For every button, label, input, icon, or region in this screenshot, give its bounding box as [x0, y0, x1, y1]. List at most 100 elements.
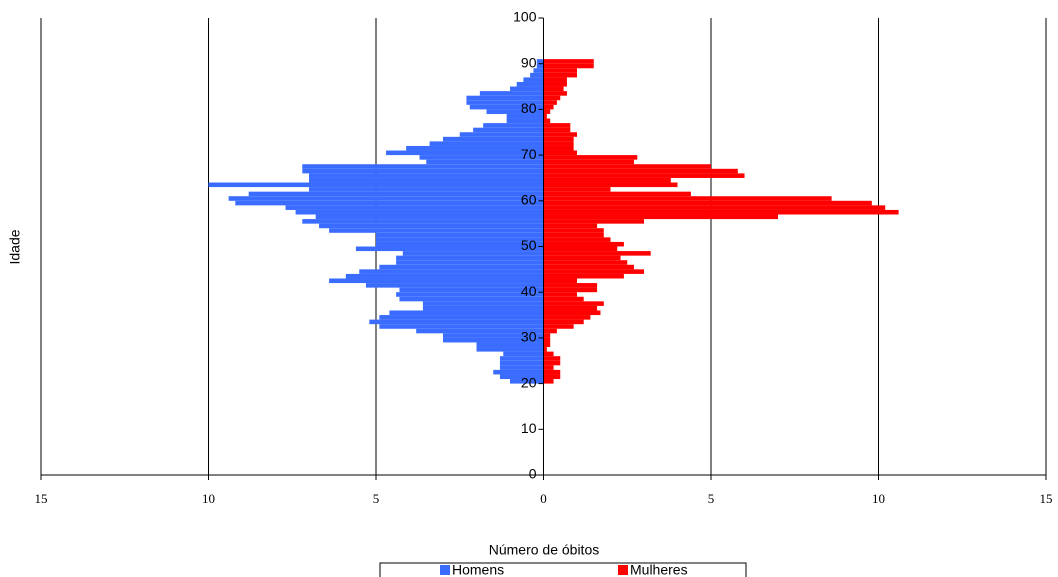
bar: [319, 223, 544, 229]
x-tick-label: 0: [540, 491, 547, 506]
x-tick-label: 5: [373, 491, 380, 506]
bar: [302, 219, 544, 224]
bar: [543, 72, 577, 78]
bar: [543, 95, 561, 101]
bar: [315, 214, 544, 220]
bar: [543, 264, 634, 270]
bar: [443, 333, 544, 338]
legend-swatch: [618, 565, 628, 575]
bar: [543, 173, 745, 178]
bar: [543, 91, 567, 96]
bar: [506, 113, 544, 119]
y-tick-label: 90: [521, 54, 537, 70]
bar: [329, 278, 544, 284]
bar: [416, 328, 544, 334]
bar: [389, 310, 544, 316]
bar: [523, 77, 544, 82]
bar: [419, 155, 544, 160]
bar: [543, 310, 601, 316]
bar: [543, 237, 611, 242]
bar: [355, 246, 544, 252]
bar: [309, 187, 544, 192]
y-tick-label: 30: [521, 329, 537, 345]
bar: [543, 177, 671, 183]
bar: [483, 123, 544, 128]
bar: [543, 68, 577, 73]
bar: [543, 182, 678, 188]
bar: [543, 269, 644, 274]
bar: [543, 315, 591, 320]
bar: [543, 287, 598, 293]
bar: [543, 132, 577, 137]
y-tick-label: 20: [521, 374, 537, 390]
bar: [543, 374, 561, 380]
y-tick-label: 0: [529, 466, 537, 482]
bar: [228, 196, 544, 201]
bar: [543, 191, 691, 197]
bar: [396, 260, 544, 265]
bar: [429, 141, 544, 146]
bar: [422, 305, 544, 311]
bar: [533, 68, 544, 73]
bar: [543, 255, 621, 261]
bar: [543, 241, 624, 247]
bar: [476, 347, 544, 352]
bar: [543, 118, 551, 124]
bar: [543, 113, 547, 119]
bar: [543, 251, 651, 256]
bar: [543, 379, 554, 384]
bar: [543, 100, 557, 105]
y-tick-label: 50: [521, 237, 537, 253]
bar: [359, 269, 544, 274]
bar: [499, 374, 544, 380]
bar: [469, 104, 544, 110]
bar: [543, 127, 571, 133]
bar: [543, 296, 584, 302]
bar: [543, 81, 567, 87]
bar: [422, 301, 544, 306]
bar: [473, 127, 544, 133]
bar: [443, 337, 544, 343]
bar: [543, 164, 711, 169]
bar: [543, 328, 557, 334]
bar: [208, 182, 544, 188]
bar: [248, 191, 544, 197]
bar: [459, 132, 544, 137]
bar: [543, 305, 598, 311]
bar: [543, 196, 832, 201]
bar: [379, 315, 544, 320]
bar: [543, 365, 554, 370]
y-tick-label: 70: [521, 146, 537, 162]
bar: [543, 301, 604, 306]
bar: [516, 81, 544, 87]
bar: [543, 278, 577, 284]
bar: [479, 91, 544, 96]
bar: [543, 319, 584, 325]
bar: [295, 209, 544, 215]
bar: [285, 205, 544, 210]
bar: [486, 109, 544, 114]
bar: [543, 228, 604, 233]
y-axis-title: Idade: [7, 229, 23, 264]
bar: [493, 369, 544, 375]
bar: [543, 86, 564, 92]
bar: [466, 100, 544, 105]
bar: [543, 246, 618, 252]
x-tick-label: 10: [202, 491, 215, 506]
bar: [476, 342, 544, 348]
bar: [510, 86, 544, 92]
bar: [543, 141, 574, 146]
x-tick-label: 10: [872, 491, 885, 506]
bar: [402, 251, 544, 256]
bar: [543, 342, 551, 348]
bar: [376, 237, 544, 242]
bar: [543, 123, 571, 128]
y-tick-label: 10: [521, 420, 537, 436]
bar: [543, 260, 628, 265]
bar: [543, 219, 644, 224]
bar: [543, 283, 598, 288]
bar: [329, 228, 544, 233]
bar: [543, 187, 611, 192]
